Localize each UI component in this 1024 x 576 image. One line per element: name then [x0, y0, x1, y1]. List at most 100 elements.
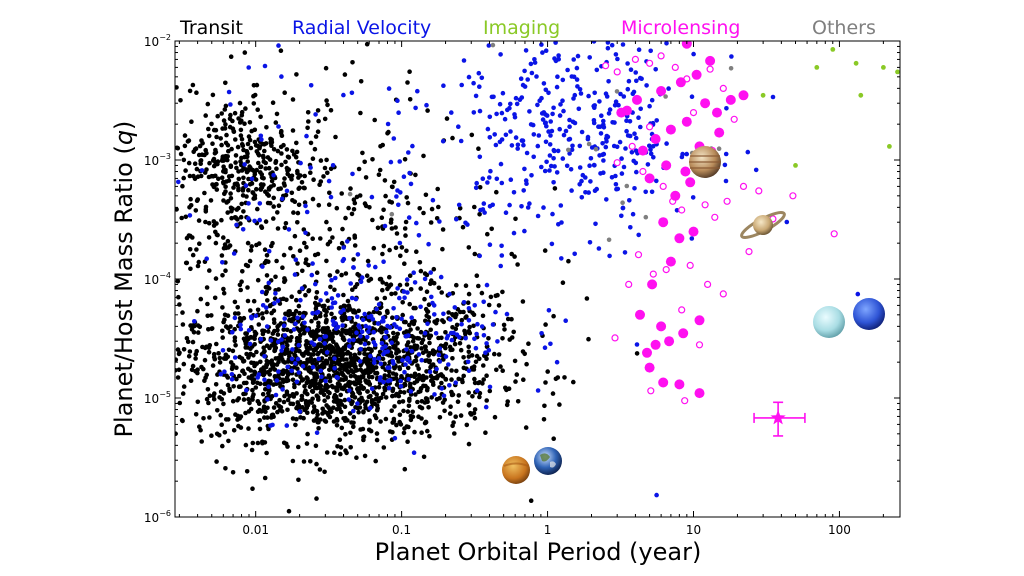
transit-point	[252, 329, 258, 335]
transit-point	[214, 431, 220, 437]
radial-velocity-point	[322, 334, 327, 339]
others-point	[593, 146, 599, 152]
transit-point	[314, 303, 319, 309]
transit-point	[230, 362, 236, 368]
radial-velocity-point	[441, 393, 447, 399]
transit-point	[515, 399, 521, 404]
radial-velocity-point	[230, 329, 235, 335]
radial-velocity-point	[264, 324, 270, 329]
radial-velocity-point	[289, 368, 295, 374]
transit-point	[356, 308, 362, 314]
radial-velocity-point	[381, 318, 386, 324]
radial-velocity-point	[262, 377, 267, 383]
transit-point	[467, 324, 472, 330]
transit-point	[463, 283, 469, 289]
transit-point	[309, 318, 314, 324]
radial-velocity-point	[486, 43, 492, 48]
transit-point	[203, 113, 208, 118]
radial-velocity-point	[391, 306, 396, 311]
transit-point	[314, 385, 320, 391]
transit-point	[290, 377, 296, 383]
transit-point	[190, 363, 196, 369]
transit-point	[302, 407, 308, 413]
transit-point	[551, 436, 556, 442]
radial-velocity-point	[543, 120, 548, 126]
transit-point	[279, 409, 285, 414]
radial-velocity-point	[554, 84, 560, 90]
transit-point	[175, 278, 181, 284]
radial-velocity-point	[229, 372, 235, 377]
transit-point	[349, 211, 355, 217]
transit-point	[323, 358, 329, 364]
radial-velocity-point	[463, 335, 468, 341]
radial-velocity-point	[291, 327, 297, 332]
radial-velocity-point	[234, 222, 239, 228]
transit-point	[266, 329, 271, 334]
transit-point	[234, 365, 239, 371]
transit-point	[314, 270, 320, 276]
radial-velocity-point	[441, 83, 446, 88]
transit-point	[266, 286, 272, 291]
transit-point	[337, 398, 342, 404]
transit-point	[349, 368, 354, 373]
transit-point	[269, 178, 275, 184]
radial-velocity-point	[653, 67, 658, 72]
radial-velocity-point	[587, 55, 592, 60]
transit-point	[429, 206, 435, 212]
transit-point	[512, 358, 518, 364]
transit-point	[403, 219, 409, 225]
radial-velocity-point	[341, 245, 347, 250]
microlensing-point	[705, 55, 716, 66]
transit-point	[417, 404, 423, 410]
radial-velocity-point	[618, 91, 623, 97]
microlensing-point	[670, 190, 681, 201]
transit-point	[484, 373, 489, 379]
transit-point	[304, 339, 309, 344]
transit-point	[219, 217, 224, 223]
radial-velocity-point	[332, 356, 337, 361]
transit-point	[275, 327, 280, 333]
transit-point	[238, 384, 243, 389]
transit-point	[249, 447, 255, 453]
transit-point	[238, 214, 244, 220]
transit-point	[340, 226, 345, 232]
transit-point	[515, 262, 520, 267]
radial-velocity-point	[379, 340, 385, 346]
radial-velocity-point	[358, 279, 364, 285]
transit-point	[339, 191, 345, 196]
transit-point	[522, 351, 527, 357]
transit-point	[380, 251, 385, 257]
transit-point	[405, 409, 411, 414]
radial-velocity-point	[472, 336, 477, 342]
transit-point	[263, 141, 269, 146]
transit-point	[285, 154, 291, 160]
radial-velocity-point	[266, 248, 272, 254]
microlensing-point-open	[659, 182, 667, 190]
transit-point	[238, 414, 244, 419]
transit-point	[196, 259, 202, 265]
transit-point	[279, 133, 285, 138]
transit-point	[264, 309, 269, 315]
transit-point	[237, 316, 243, 321]
transit-point	[458, 347, 464, 353]
radial-velocity-point	[323, 378, 328, 384]
transit-point	[228, 164, 234, 170]
transit-point	[505, 316, 511, 322]
radial-velocity-point	[691, 51, 696, 57]
transit-point	[390, 429, 395, 435]
transit-point	[382, 361, 387, 367]
transit-point	[193, 412, 199, 417]
transit-point	[184, 260, 190, 266]
others-point	[490, 42, 496, 48]
transit-point	[186, 354, 192, 359]
transit-point	[334, 407, 340, 412]
transit-point	[403, 319, 408, 325]
transit-point	[242, 121, 247, 126]
transit-point	[357, 193, 363, 198]
transit-point	[364, 41, 370, 47]
radial-velocity-point	[351, 408, 356, 414]
radial-velocity-point	[381, 315, 386, 321]
radial-velocity-point	[349, 295, 355, 301]
radial-velocity-point	[449, 337, 455, 343]
transit-point	[323, 419, 329, 424]
